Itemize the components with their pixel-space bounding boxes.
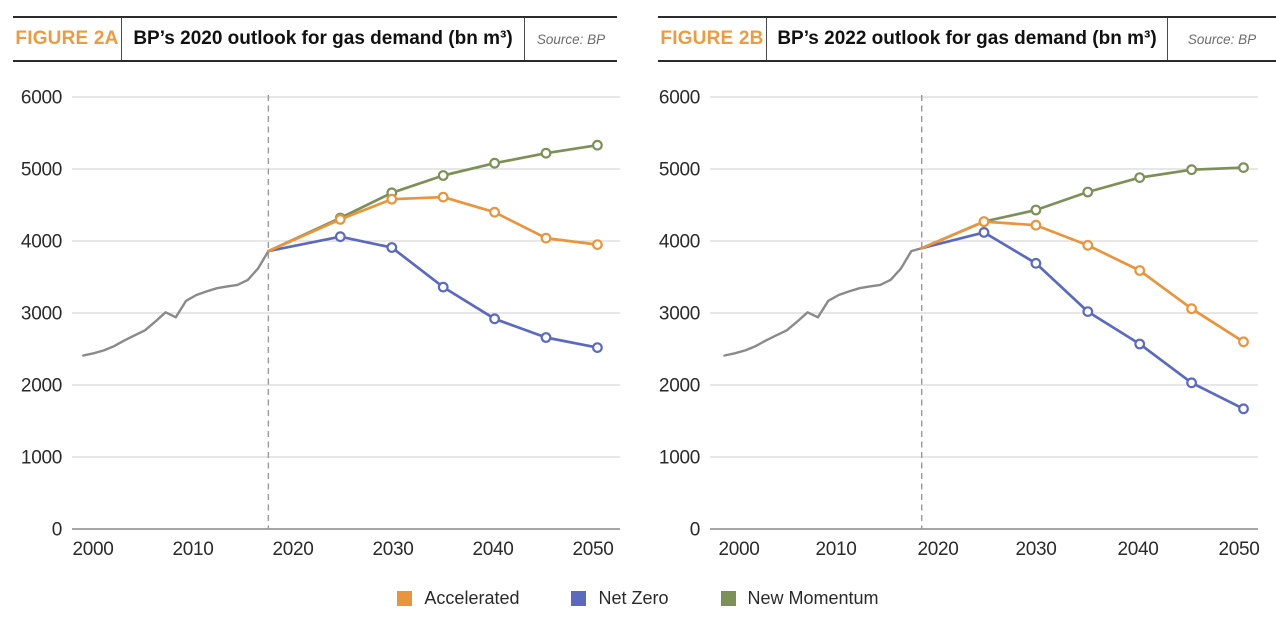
svg-text:1000: 1000 [21,448,62,469]
x-tick-labels: 2000 2010 2020 2030 2040 2050 [72,539,613,560]
svg-text:2000: 2000 [72,539,113,560]
figure-2a-title: BP’s 2020 outlook for gas demand (bn m³) [121,18,525,60]
figure-2a-chart: 0 1000 2000 3000 4000 5000 6000 2000 2010 2020 203… [21,88,620,560]
series-net-zero [920,226,1249,415]
chart-panels: FIGURE 2A BP’s 2020 outlook for gas dema… [0,0,1276,562]
svg-text:2050: 2050 [572,539,613,560]
figure-2a-header: FIGURE 2A BP’s 2020 outlook for gas dema… [13,16,617,62]
data-point-marker [489,206,501,218]
legend-item-new-momentum: New Momentum [720,588,879,609]
data-point-marker [1186,303,1197,315]
data-point-marker [437,191,449,203]
accelerated-swatch [397,591,413,606]
svg-text:2040: 2040 [472,539,513,560]
accelerated-label: Accelerated [424,588,520,608]
data-point-marker [1186,164,1197,176]
y-gridlines [710,96,1258,458]
history-line [723,246,923,357]
svg-text:0: 0 [52,520,62,541]
data-point-marker [592,139,603,151]
data-point-marker [1030,219,1042,231]
svg-text:1000: 1000 [659,448,700,469]
data-point-marker [489,313,501,325]
data-point-marker [334,231,346,243]
data-point-marker [540,232,552,244]
legend-item-net-zero: Net Zero [571,588,669,609]
y-tick-labels: 0 1000 2000 3000 4000 5000 6000 [659,88,700,541]
data-point-marker [437,170,449,181]
series-accelerated [920,216,1249,348]
data-point-marker [1030,204,1042,216]
y-gridlines [72,96,620,458]
figure-2b-title: BP’s 2022 outlook for gas demand (bn m³) [766,18,1168,60]
svg-text:2020: 2020 [272,539,313,560]
svg-text:2050: 2050 [1218,539,1259,560]
svg-text:6000: 6000 [659,88,700,109]
svg-text:2010: 2010 [172,539,213,560]
net-zero-label: Net Zero [598,588,669,608]
data-point-marker [1186,377,1197,389]
data-point-marker [489,157,501,169]
data-point-marker [386,193,398,205]
svg-text:4000: 4000 [21,232,62,253]
svg-text:2030: 2030 [372,539,413,560]
figure-2b-chart: 0 1000 2000 3000 4000 5000 6000 2000 2010 2020 203… [659,88,1260,561]
data-point-marker [540,332,552,343]
chart-legend: Accelerated Net Zero New Momentum [0,588,1276,609]
svg-text:4000: 4000 [659,232,700,253]
y-tick-labels: 0 1000 2000 3000 4000 5000 6000 [21,88,62,541]
data-point-marker [1030,257,1042,269]
series-new-momentum [267,139,603,253]
data-point-marker [540,147,552,159]
svg-text:2030: 2030 [1015,539,1056,560]
svg-text:2000: 2000 [21,376,62,397]
data-point-marker [1238,162,1249,173]
figure-2b-header: FIGURE 2B BP’s 2022 outlook for gas dema… [658,16,1276,62]
data-point-marker [1238,403,1249,415]
data-point-marker [1082,306,1094,318]
svg-text:0: 0 [690,520,700,541]
data-point-marker [1134,265,1146,276]
data-point-marker [334,213,346,225]
data-point-marker [1082,239,1094,251]
data-point-marker [386,242,398,253]
figure-2a-source: Source: BP [536,31,606,47]
data-point-marker [1082,186,1094,198]
svg-text:5000: 5000 [21,160,62,181]
figure-2a-panel: FIGURE 2A BP’s 2020 outlook for gas dema… [0,0,638,562]
x-tick-labels: 2000 2010 2020 2030 2040 2050 [718,539,1259,560]
data-point-marker [1134,338,1146,350]
figure-2b-label: FIGURE 2B [660,28,764,49]
svg-text:3000: 3000 [659,304,700,325]
svg-text:2040: 2040 [1117,539,1158,560]
svg-text:5000: 5000 [659,160,700,181]
series-net-zero [267,231,603,354]
svg-text:2010: 2010 [815,539,856,560]
legend-item-accelerated: Accelerated [397,588,519,609]
new-momentum-swatch [720,591,736,606]
figure-2a-label: FIGURE 2A [15,28,119,49]
net-zero-swatch [571,591,587,606]
figure-2b-source: Source: BP [1187,31,1257,47]
new-momentum-label: New Momentum [747,588,879,608]
history-line [82,249,270,357]
data-point-marker [592,239,603,251]
data-point-marker [1134,172,1146,183]
data-point-marker [1238,336,1249,348]
series-accelerated [267,191,603,253]
svg-text:6000: 6000 [21,88,62,109]
figure-2b-panel: FIGURE 2B BP’s 2022 outlook for gas dema… [638,0,1276,562]
svg-text:3000: 3000 [21,304,62,325]
svg-text:2000: 2000 [718,539,759,560]
data-point-marker [592,342,603,354]
data-point-marker [978,216,990,228]
data-point-marker [978,226,990,238]
svg-text:2020: 2020 [917,539,958,560]
data-point-marker [437,281,449,293]
svg-text:2000: 2000 [659,376,700,397]
